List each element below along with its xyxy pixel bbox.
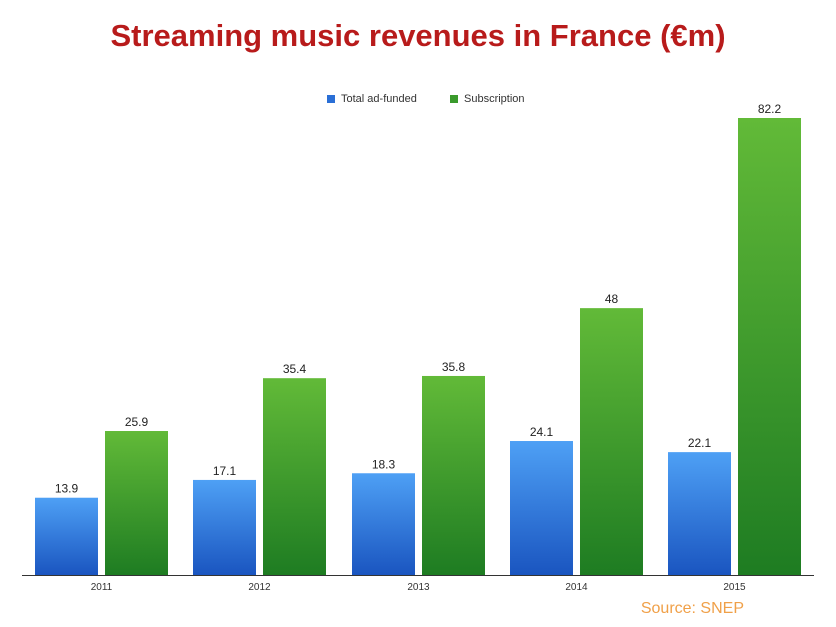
bar-ad-funded-2011	[35, 497, 98, 575]
legend-swatch-subscription	[450, 95, 458, 103]
data-label-ad-funded-2011: 13.9	[55, 482, 79, 496]
data-label-ad-funded-2013: 18.3	[372, 457, 396, 471]
legend-label-ad-funded: Total ad-funded	[341, 93, 417, 105]
data-label-subscription-2011: 25.9	[125, 415, 149, 429]
bar-subscription-2015	[738, 118, 801, 575]
x-tick-label-2013: 2013	[407, 582, 430, 593]
data-label-subscription-2015: 82.2	[758, 102, 782, 116]
data-label-ad-funded-2012: 17.1	[213, 464, 237, 478]
source-note: Source: SNEP	[640, 600, 744, 617]
data-label-subscription-2013: 35.8	[442, 360, 466, 374]
bar-ad-funded-2013	[352, 473, 415, 575]
data-label-ad-funded-2014: 24.1	[530, 425, 554, 439]
chart-title: Streaming music revenues in France (€m)	[110, 18, 726, 53]
bar-ad-funded-2012	[193, 479, 256, 575]
legend-item-ad-funded: Total ad-funded	[327, 93, 417, 105]
x-tick-label-2014: 2014	[565, 582, 588, 593]
legend: Total ad-funded Subscription	[0, 93, 836, 109]
x-tick-label-2011: 2011	[91, 582, 113, 593]
x-tick-label-2015: 2015	[723, 582, 746, 593]
bar-ad-funded-2014	[510, 441, 573, 575]
legend-label-subscription: Subscription	[464, 93, 525, 105]
legend-swatch-ad-funded	[327, 95, 335, 103]
legend-item-subscription: Subscription	[450, 93, 525, 105]
bar-subscription-2013	[422, 375, 485, 575]
bar-ad-funded-2015	[668, 452, 731, 575]
bar-subscription-2014	[580, 308, 643, 575]
bar-subscription-2011	[105, 431, 168, 575]
data-label-subscription-2012: 35.4	[283, 362, 307, 376]
data-label-ad-funded-2015: 22.1	[688, 436, 712, 450]
bar-subscription-2012	[263, 378, 326, 575]
x-tick-label-2012: 2012	[248, 582, 271, 593]
data-label-subscription-2014: 48	[605, 292, 619, 306]
